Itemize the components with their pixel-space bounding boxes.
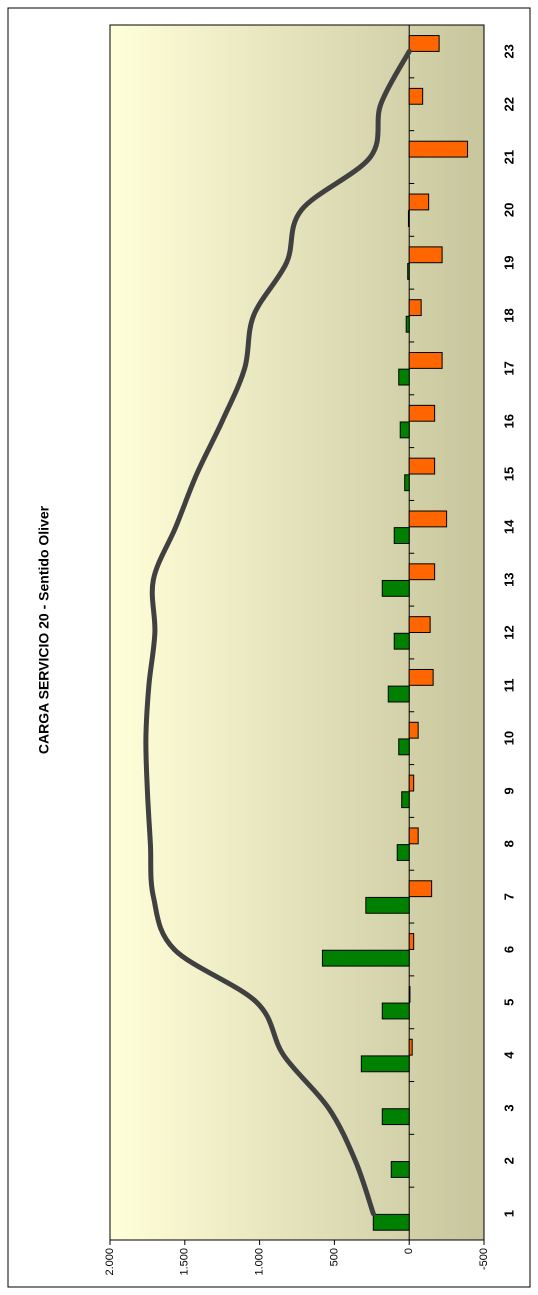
bar — [408, 510, 448, 528]
y-tick-label: 1.000 — [254, 1248, 266, 1276]
bar — [372, 1213, 410, 1231]
x-tick-label: 14 — [501, 519, 516, 534]
x-tick-label: 6 — [501, 946, 516, 953]
x-tick-label: 16 — [501, 414, 516, 428]
y-tick-label: 1.500 — [179, 1248, 191, 1276]
bar — [408, 193, 430, 211]
bar — [408, 87, 424, 105]
bar — [321, 949, 410, 967]
bar — [381, 1002, 410, 1020]
y-tick-label: 2.000 — [104, 1248, 116, 1276]
x-tick-label: 8 — [501, 840, 516, 847]
x-tick-label: 21 — [501, 150, 516, 164]
bar — [365, 896, 410, 914]
x-tick-label: 19 — [501, 255, 516, 269]
bar — [408, 985, 411, 1003]
bar — [408, 246, 443, 264]
bar — [408, 457, 436, 475]
bar — [390, 1161, 410, 1178]
x-tick-label: 15 — [501, 467, 516, 481]
bar — [408, 140, 469, 158]
bar — [381, 579, 410, 597]
bar — [408, 880, 433, 898]
x-tick-label: 17 — [501, 361, 516, 375]
bar — [405, 315, 410, 333]
y-tick-label: 500 — [328, 1248, 340, 1266]
bar — [407, 210, 410, 228]
x-tick-label: 3 — [501, 1104, 516, 1111]
x-tick-label: 22 — [501, 97, 516, 111]
bar — [398, 738, 410, 756]
bar — [408, 563, 436, 581]
bar — [387, 685, 410, 703]
x-tick-label: 9 — [501, 787, 516, 794]
bar — [408, 827, 419, 845]
bar — [408, 1038, 413, 1056]
x-tick-label: 12 — [501, 625, 516, 639]
y-tick-label: -500 — [478, 1248, 490, 1270]
bar — [401, 791, 410, 809]
x-tick-label: 4 — [501, 1051, 516, 1059]
x-tick-label: 20 — [501, 203, 516, 217]
x-tick-label: 18 — [501, 308, 516, 322]
x-tick-label: 7 — [501, 893, 516, 900]
x-tick-label: 2 — [501, 1157, 516, 1164]
bar — [398, 368, 410, 386]
x-tick-label: 5 — [501, 999, 516, 1006]
bar — [408, 933, 415, 950]
bar — [404, 474, 410, 492]
y-tick-label: 0 — [403, 1248, 415, 1254]
x-tick-label: 10 — [501, 731, 516, 745]
chart-title: CARGA SERVICIO 20 - Sentido Oliver — [36, 505, 52, 754]
plot-area — [109, 24, 485, 1241]
x-tick-label: 23 — [501, 44, 516, 58]
bar — [408, 668, 434, 686]
bar — [408, 299, 422, 317]
bar — [381, 1108, 410, 1126]
load-line — [143, 48, 412, 1217]
bar — [408, 721, 419, 739]
rotated-chart: CARGA SERVICIO 20 - Sentido Oliver -500 0… — [36, 24, 516, 1276]
bar — [393, 527, 410, 544]
bar — [408, 404, 436, 422]
x-tick-label: 13 — [501, 572, 516, 586]
x-tick-label: 11 — [501, 678, 516, 692]
bar — [408, 352, 443, 369]
bar — [408, 35, 440, 52]
bar — [360, 1055, 410, 1073]
bar — [407, 263, 410, 280]
bar — [399, 421, 410, 439]
bar — [393, 632, 410, 650]
bar — [408, 616, 431, 633]
bar — [408, 774, 415, 792]
bar — [396, 844, 410, 861]
x-tick-label: 1 — [501, 1210, 516, 1217]
